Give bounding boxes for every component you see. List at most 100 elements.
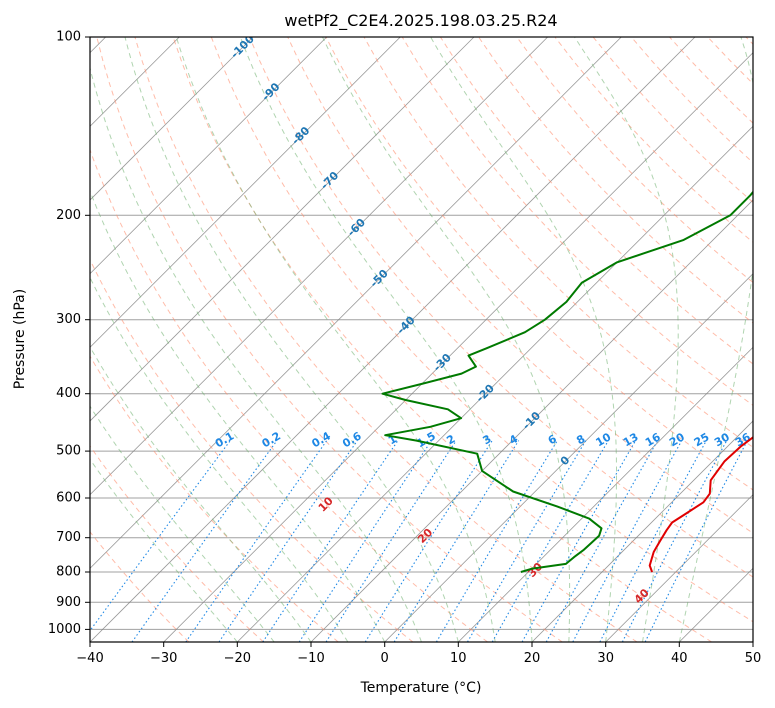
mixing-ratio-line bbox=[393, 440, 520, 642]
isotherm-line bbox=[90, 37, 696, 642]
mixing-ratio-label: 0.4 bbox=[310, 429, 334, 450]
mixing-ratio-label: 20 bbox=[667, 430, 687, 449]
mixing-ratio-line bbox=[521, 440, 637, 642]
dry-adiabat-line bbox=[249, 37, 753, 578]
mixing-ratio-line bbox=[90, 440, 231, 632]
y-tick-label: 1000 bbox=[48, 622, 81, 637]
isotherm-label: -70 bbox=[318, 169, 341, 192]
isotherm-line bbox=[237, 125, 753, 642]
mixing-ratio-label: 0.1 bbox=[213, 429, 236, 450]
mixing-ratio-line bbox=[364, 440, 493, 642]
isotherm-label: -90 bbox=[259, 80, 282, 103]
mixing-ratio-line bbox=[262, 440, 399, 642]
isotherm-label: -50 bbox=[368, 267, 391, 290]
isotherm-line bbox=[605, 494, 753, 642]
moist-adiabat-line bbox=[430, 37, 617, 642]
axes: −40 −30 −20 −10 0 10 20 30 40 5010020030040050060… bbox=[48, 30, 761, 667]
mixing-ratio-label: 30 bbox=[712, 430, 732, 449]
x-tick-label: 20 bbox=[524, 651, 541, 666]
dry-adiabat-line bbox=[90, 355, 339, 642]
x-tick-label: 10 bbox=[450, 651, 467, 666]
isotherm-line bbox=[90, 37, 622, 569]
dry-adiabat-line bbox=[478, 37, 753, 324]
mixing-ratio-label: 3 bbox=[480, 432, 493, 447]
moist-adiabat-line bbox=[175, 37, 496, 642]
isotherm-line bbox=[679, 567, 753, 642]
dewpoint-line bbox=[381, 190, 753, 573]
isotherm-line bbox=[90, 37, 254, 201]
mixing-ratio-line bbox=[621, 440, 728, 642]
isotherm-line bbox=[90, 37, 475, 422]
dry-adiabat-line bbox=[287, 37, 753, 534]
dry-adiabat-line bbox=[401, 37, 753, 406]
dry-adiabat-line bbox=[669, 37, 753, 124]
mixing-ratio-label: 0.6 bbox=[340, 429, 364, 450]
mixing-ratio-line bbox=[325, 440, 457, 642]
dry-adiabat-line bbox=[172, 37, 712, 642]
chart-title: wetPf2_C2E4.2025.198.03.25.R24 bbox=[284, 11, 557, 31]
moist-adiabat-line bbox=[90, 189, 386, 642]
moist-adiabat-line bbox=[90, 345, 312, 642]
isotherm-label: -60 bbox=[345, 216, 368, 239]
x-axis-label: Temperature (°C) bbox=[360, 680, 482, 696]
moist-adiabat-line bbox=[90, 405, 275, 642]
mixing-ratio-line bbox=[298, 440, 432, 642]
mixing-ratio-label: 2 bbox=[444, 432, 457, 447]
y-tick-label: 100 bbox=[56, 30, 81, 45]
x-tick-label: −40 bbox=[76, 651, 103, 666]
mixing-ratio-line bbox=[599, 440, 707, 642]
y-tick-label: 300 bbox=[56, 312, 81, 327]
mixing-ratio-label: 0.2 bbox=[260, 429, 283, 450]
dry-adiabat-line bbox=[439, 37, 753, 365]
mixing-ratio-label: 13 bbox=[621, 430, 641, 449]
isotherm-label: -20 bbox=[474, 381, 497, 404]
isotherm-label: -10 bbox=[520, 409, 543, 432]
isotherm-line bbox=[90, 37, 401, 348]
dry-adiabat-line bbox=[745, 37, 753, 45]
mixing-ratio-label: 10 bbox=[594, 430, 614, 449]
mixing-ratio-line bbox=[491, 440, 609, 642]
x-tick-label: 0 bbox=[381, 651, 389, 666]
dry-adiabat-line bbox=[90, 445, 264, 642]
dry-adiabat-line bbox=[210, 37, 753, 623]
isotherm-line bbox=[310, 199, 753, 642]
mixing-ratio-line bbox=[644, 440, 748, 642]
moist-adiabat-line bbox=[124, 37, 459, 642]
isotherm-line bbox=[163, 52, 753, 642]
moist-adiabat-line bbox=[90, 65, 422, 642]
mixing-ratio-line bbox=[131, 440, 278, 642]
plot-area: 0.1 0.2 0.4 0.6 1 1.5 2 3 4 6 8 10 13 16 20 25 30 36-100-… bbox=[90, 37, 753, 642]
x-tick-label: −10 bbox=[297, 651, 324, 666]
mixing-ratio-line bbox=[545, 440, 659, 642]
dry-adiabat-line bbox=[592, 37, 753, 203]
isotherm-line bbox=[458, 346, 753, 642]
y-tick-label: 400 bbox=[56, 386, 81, 401]
isotherm-line bbox=[531, 420, 753, 642]
x-tick-label: −30 bbox=[150, 651, 177, 666]
mixing-ratio-label: 8 bbox=[574, 432, 587, 447]
y-tick-label: 800 bbox=[56, 565, 81, 580]
dry-adiabat-line bbox=[707, 37, 753, 85]
mixing-ratio-line bbox=[185, 440, 328, 642]
x-tick-label: −20 bbox=[224, 651, 251, 666]
x-tick-label: 40 bbox=[671, 651, 688, 666]
moist-adiabat-line bbox=[90, 276, 349, 642]
dry-adiabat-label: 20 bbox=[415, 526, 435, 546]
moist-adiabat-line bbox=[322, 37, 571, 642]
x-tick-label: 50 bbox=[745, 651, 762, 666]
dry-adiabat-line bbox=[90, 531, 190, 642]
mixing-ratio-line bbox=[572, 440, 683, 642]
isotherm-label: -30 bbox=[431, 351, 454, 374]
y-tick-label: 500 bbox=[56, 444, 81, 459]
mixing-ratio-label: 25 bbox=[692, 430, 712, 449]
y-tick-label: 900 bbox=[56, 595, 81, 610]
dry-adiabat-line bbox=[325, 37, 753, 491]
moist-adiabat-line bbox=[678, 37, 753, 642]
mixing-ratio-line bbox=[467, 440, 587, 642]
mixing-ratio-label: 6 bbox=[546, 432, 559, 447]
isotherm-line bbox=[384, 273, 753, 642]
moist-adiabat-line bbox=[90, 458, 238, 642]
mixing-ratio-label: 16 bbox=[643, 430, 663, 449]
isotherm-line bbox=[752, 641, 753, 642]
